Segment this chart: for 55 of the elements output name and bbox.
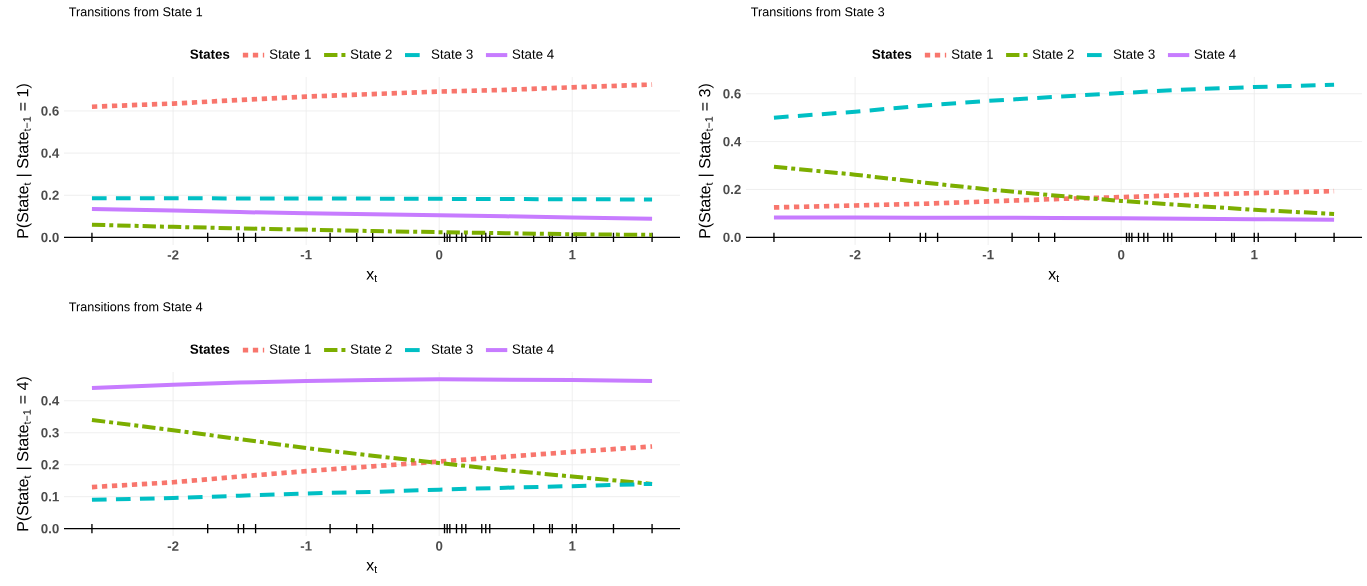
legend-label: State 1 (269, 344, 311, 354)
legend-label: State 3 (431, 49, 473, 59)
legend-label: State 2 (1032, 49, 1074, 59)
y-tick-label: 0.0 (723, 232, 741, 243)
legend-label: State 4 (512, 49, 554, 59)
line-series (89, 222, 655, 237)
x-tick-label: 1 (569, 250, 576, 260)
y-tick-label: 0.2 (41, 459, 59, 470)
y-axis-title: P(State$_{t}$ | State$_{t−1}$ = 3) (698, 84, 714, 238)
legend-label: State 2 (350, 344, 392, 354)
y-tick-label: 0.1 (41, 491, 59, 502)
y-tick-label: 0.4 (41, 396, 60, 406)
x-tick-label: -2 (849, 250, 861, 260)
y-tick-label: 0.2 (723, 184, 741, 195)
legend-label: State 2 (350, 49, 392, 59)
legend-title: States (872, 49, 912, 59)
x-tick-label: -1 (300, 541, 312, 551)
legend-label: State 1 (269, 49, 311, 59)
x-axis-title: x$_{t}$ (1048, 271, 1060, 282)
legend-label: State 3 (431, 344, 473, 354)
x-tick-label: 1 (569, 541, 576, 551)
y-tick-label: 0.6 (41, 106, 59, 116)
legend-label: State 4 (1194, 49, 1236, 59)
line-series (89, 481, 655, 502)
x-tick-label: 0 (436, 541, 443, 551)
y-tick-label: 0.0 (41, 232, 59, 243)
y-axis-title: P(State$_{t}$ | State$_{t−1}$ = 4) (16, 377, 32, 531)
legend-label: State 4 (512, 344, 554, 354)
legend-title: States (190, 344, 230, 354)
y-tick-label: 0.6 (723, 89, 741, 99)
legend-title: States (190, 49, 230, 59)
x-tick-label: -2 (167, 250, 179, 260)
x-axis-title: x$_{t}$ (366, 271, 378, 282)
x-tick-label: -2 (167, 541, 179, 551)
x-tick-label: -1 (300, 250, 312, 260)
line-series (89, 82, 655, 110)
legend-label: State 3 (1113, 49, 1155, 59)
chart-title: Transitions from State 1 (69, 6, 203, 17)
line-series (771, 82, 1337, 120)
y-tick-label: 0.3 (41, 428, 59, 438)
y-axis-title: P(State$_{t}$ | State$_{t−1}$ = 1) (16, 84, 32, 238)
x-tick-label: 1 (1251, 250, 1258, 260)
y-tick-label: 0.4 (41, 148, 60, 158)
x-tick-label: 0 (436, 250, 443, 260)
chart-title: Transitions from State 4 (69, 301, 203, 312)
line-series (89, 206, 655, 221)
y-tick-label: 0.4 (723, 136, 742, 147)
legend-label: State 1 (951, 49, 993, 59)
x-axis-title: x$_{t}$ (366, 562, 378, 573)
x-tick-label: 0 (1118, 250, 1125, 260)
line-series (771, 164, 1337, 216)
y-tick-label: 0.0 (41, 523, 59, 534)
x-tick-label: -1 (982, 250, 994, 260)
chart-title: Transitions from State 3 (751, 6, 885, 17)
y-tick-label: 0.2 (41, 190, 59, 200)
